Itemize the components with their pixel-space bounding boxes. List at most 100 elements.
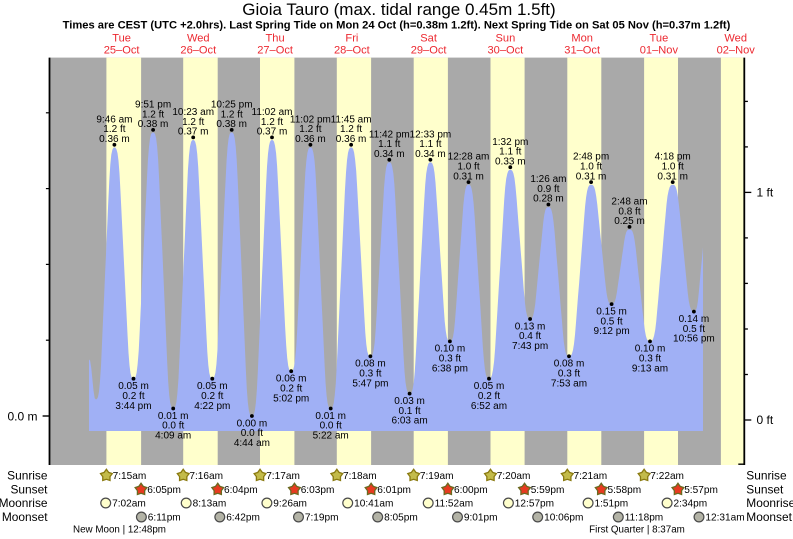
svg-text:5:47 pm: 5:47 pm <box>352 378 388 389</box>
svg-text:1.1 ft: 1.1 ft <box>419 139 441 150</box>
svg-text:0.36 m: 0.36 m <box>99 134 130 145</box>
svg-text:Tue: Tue <box>650 33 669 45</box>
svg-text:1.1 ft: 1.1 ft <box>378 139 400 150</box>
svg-text:7:16am: 7:16am <box>189 471 223 482</box>
svg-text:0.08 m: 0.08 m <box>355 359 386 370</box>
svg-text:6:01pm: 6:01pm <box>377 485 411 496</box>
svg-text:4:44 am: 4:44 am <box>234 438 270 449</box>
svg-text:7:19pm: 7:19pm <box>305 513 339 524</box>
svg-text:0.14 m: 0.14 m <box>679 314 710 325</box>
svg-text:0.3 ft: 0.3 ft <box>558 369 580 380</box>
svg-text:6:00pm: 6:00pm <box>454 485 488 496</box>
svg-text:11:02 am: 11:02 am <box>252 107 293 118</box>
svg-text:5:58pm: 5:58pm <box>608 485 642 496</box>
svg-text:7:53 am: 7:53 am <box>551 378 587 389</box>
svg-text:0.2 ft: 0.2 ft <box>478 391 500 402</box>
svg-text:11:18pm: 11:18pm <box>625 513 664 524</box>
svg-text:0.01 m: 0.01 m <box>158 411 189 422</box>
svg-text:0.0 ft: 0.0 ft <box>162 421 184 432</box>
svg-text:0.9 ft: 0.9 ft <box>537 184 559 195</box>
svg-text:1.2 ft: 1.2 ft <box>103 124 125 135</box>
svg-text:0.0 ft: 0.0 ft <box>241 428 263 439</box>
svg-text:5:59pm: 5:59pm <box>531 485 565 496</box>
svg-text:1.2 ft: 1.2 ft <box>182 117 204 128</box>
svg-text:27–Oct: 27–Oct <box>257 45 293 57</box>
svg-text:6:52 am: 6:52 am <box>471 401 507 412</box>
svg-text:0.31 m: 0.31 m <box>576 171 607 182</box>
svg-text:9:13 am: 9:13 am <box>632 364 668 375</box>
svg-text:12:57pm: 12:57pm <box>515 499 554 510</box>
svg-text:Wed: Wed <box>187 33 210 45</box>
svg-text:7:17am: 7:17am <box>266 471 300 482</box>
svg-text:0.3 ft: 0.3 ft <box>439 354 461 365</box>
svg-text:8:13am: 8:13am <box>193 499 227 510</box>
svg-text:12:33 pm: 12:33 pm <box>410 129 452 140</box>
svg-text:0.31 m: 0.31 m <box>657 171 688 182</box>
svg-text:5:02 pm: 5:02 pm <box>273 393 309 404</box>
svg-text:0.38 m: 0.38 m <box>216 119 247 130</box>
svg-text:0.25 m: 0.25 m <box>614 216 645 227</box>
svg-text:0.10 m: 0.10 m <box>635 344 666 355</box>
svg-text:Moonset: Moonset <box>746 510 792 524</box>
svg-text:Mon: Mon <box>571 33 593 45</box>
svg-text:0.37 m: 0.37 m <box>257 127 288 138</box>
svg-text:4:09 am: 4:09 am <box>155 431 191 442</box>
svg-text:0.01 m: 0.01 m <box>315 411 346 422</box>
svg-text:1:51pm: 1:51pm <box>595 499 629 510</box>
svg-text:12:28 am: 12:28 am <box>448 152 490 163</box>
svg-text:Tue: Tue <box>112 33 131 45</box>
svg-text:1.2 ft: 1.2 ft <box>261 117 283 128</box>
svg-text:Sat: Sat <box>420 33 437 45</box>
svg-text:11:42 pm: 11:42 pm <box>369 129 410 140</box>
svg-text:Fri: Fri <box>345 33 358 45</box>
svg-text:0 ft: 0 ft <box>757 413 774 427</box>
svg-text:11:52am: 11:52am <box>435 499 474 510</box>
svg-text:9:26am: 9:26am <box>273 499 307 510</box>
svg-text:1.2 ft: 1.2 ft <box>142 109 164 120</box>
svg-text:Sunrise: Sunrise <box>746 469 787 483</box>
svg-text:Gioia Tauro (max. tidal range: Gioia Tauro (max. tidal range 0.45m 1.5f… <box>242 0 555 19</box>
svg-text:0.36 m: 0.36 m <box>336 134 367 145</box>
svg-text:1.0 ft: 1.0 ft <box>580 162 602 173</box>
svg-text:6:42pm: 6:42pm <box>226 513 260 524</box>
svg-text:28–Oct: 28–Oct <box>334 45 370 57</box>
svg-text:0.34 m: 0.34 m <box>374 149 405 160</box>
svg-text:New Moon | 12:48pm: New Moon | 12:48pm <box>73 525 166 536</box>
svg-text:0.00 m: 0.00 m <box>237 418 268 429</box>
svg-text:0.15 m: 0.15 m <box>596 306 627 317</box>
svg-text:5:22 am: 5:22 am <box>313 431 349 442</box>
svg-text:6:03 am: 6:03 am <box>392 416 428 427</box>
svg-text:0.03 m: 0.03 m <box>394 396 425 407</box>
svg-text:4:18 pm: 4:18 pm <box>655 152 691 163</box>
svg-text:10:41am: 10:41am <box>354 499 393 510</box>
svg-text:First Quarter | 8:37am: First Quarter | 8:37am <box>589 525 685 536</box>
svg-text:0.38 m: 0.38 m <box>138 119 169 130</box>
svg-text:2:48 pm: 2:48 pm <box>573 152 609 163</box>
svg-text:0.05 m: 0.05 m <box>118 381 149 392</box>
svg-text:8:05pm: 8:05pm <box>384 513 418 524</box>
svg-text:0.2 ft: 0.2 ft <box>122 391 144 402</box>
svg-text:0.0 ft: 0.0 ft <box>320 421 342 432</box>
svg-text:7:18am: 7:18am <box>343 471 377 482</box>
svg-text:3:44 pm: 3:44 pm <box>115 401 151 412</box>
svg-text:0.1 ft: 0.1 ft <box>398 406 420 417</box>
svg-text:1.0 ft: 1.0 ft <box>662 162 684 173</box>
svg-text:0.05 m: 0.05 m <box>474 381 505 392</box>
svg-text:7:21am: 7:21am <box>574 471 608 482</box>
svg-text:7:20am: 7:20am <box>497 471 531 482</box>
svg-text:1.0 ft: 1.0 ft <box>457 162 479 173</box>
svg-text:10:25 pm: 10:25 pm <box>211 100 253 111</box>
svg-text:26–Oct: 26–Oct <box>180 45 216 57</box>
svg-text:6:11pm: 6:11pm <box>148 513 181 524</box>
svg-text:0.2 ft: 0.2 ft <box>280 383 302 394</box>
svg-text:0.31 m: 0.31 m <box>453 171 484 182</box>
svg-text:0.4 ft: 0.4 ft <box>519 331 541 342</box>
svg-text:1 ft: 1 ft <box>757 186 774 200</box>
svg-text:9:01pm: 9:01pm <box>464 513 498 524</box>
svg-text:6:04pm: 6:04pm <box>224 485 258 496</box>
svg-text:1.2 ft: 1.2 ft <box>340 124 362 135</box>
svg-text:11:45 am: 11:45 am <box>331 114 372 125</box>
svg-text:Sunset: Sunset <box>10 483 48 497</box>
svg-text:0.3 ft: 0.3 ft <box>359 369 381 380</box>
svg-text:6:05pm: 6:05pm <box>147 485 181 496</box>
